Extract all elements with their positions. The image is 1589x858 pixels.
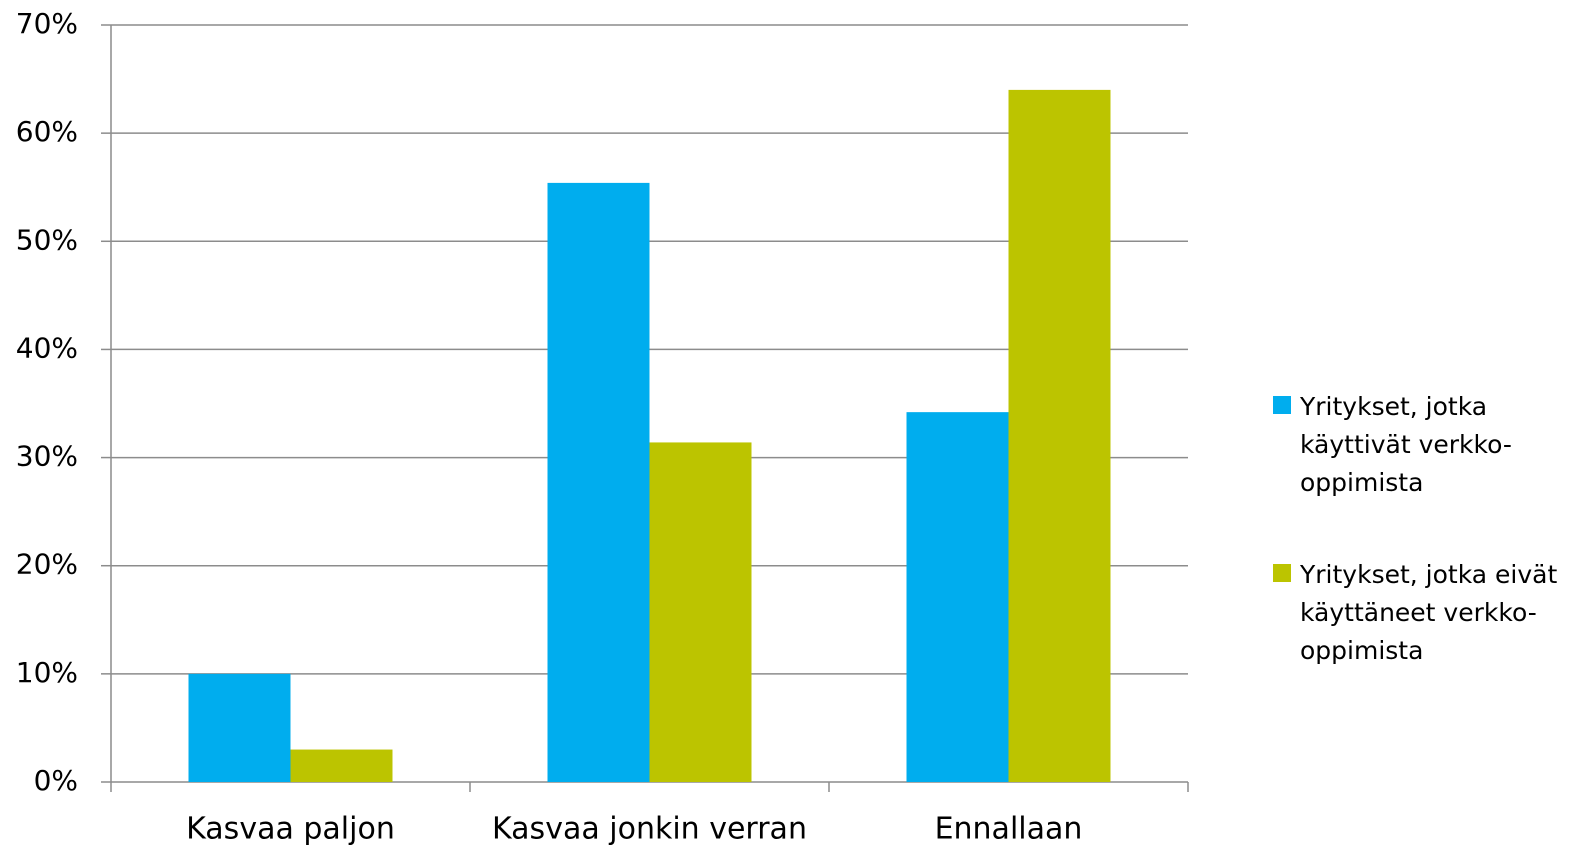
legend-item: Yritykset, jotka eivät käyttäneet verkko…: [1273, 556, 1573, 670]
x-tick-label: Ennallaan: [935, 812, 1083, 847]
bar: [290, 749, 393, 782]
y-tick-label: 60%: [16, 115, 78, 148]
y-tick-label: 10%: [16, 656, 78, 689]
legend-swatch: [1273, 564, 1291, 582]
legend-label: Yritykset, jotka käyttivät verkko-oppimi…: [1300, 392, 1512, 497]
bar: [188, 673, 291, 782]
x-tick-label: Kasvaa jonkin verran: [492, 812, 807, 847]
legend: Yritykset, jotka käyttivät verkko-oppimi…: [1273, 388, 1573, 724]
y-tick-label: 40%: [16, 331, 78, 364]
legend-item: Yritykset, jotka käyttivät verkko-oppimi…: [1273, 388, 1573, 502]
bar: [1008, 89, 1111, 782]
bar: [649, 442, 752, 782]
legend-label: Yritykset, jotka eivät käyttäneet verkko…: [1300, 560, 1558, 665]
y-tick-label: 70%: [16, 7, 78, 40]
legend-swatch: [1273, 396, 1291, 414]
y-tick-label: 50%: [16, 223, 78, 256]
bar: [547, 182, 650, 783]
y-tick-label: 0%: [34, 764, 78, 797]
y-tick-label: 20%: [16, 548, 78, 581]
y-tick-label: 30%: [16, 440, 78, 473]
x-tick-label: Kasvaa paljon: [186, 812, 395, 847]
bar: [906, 412, 1009, 782]
